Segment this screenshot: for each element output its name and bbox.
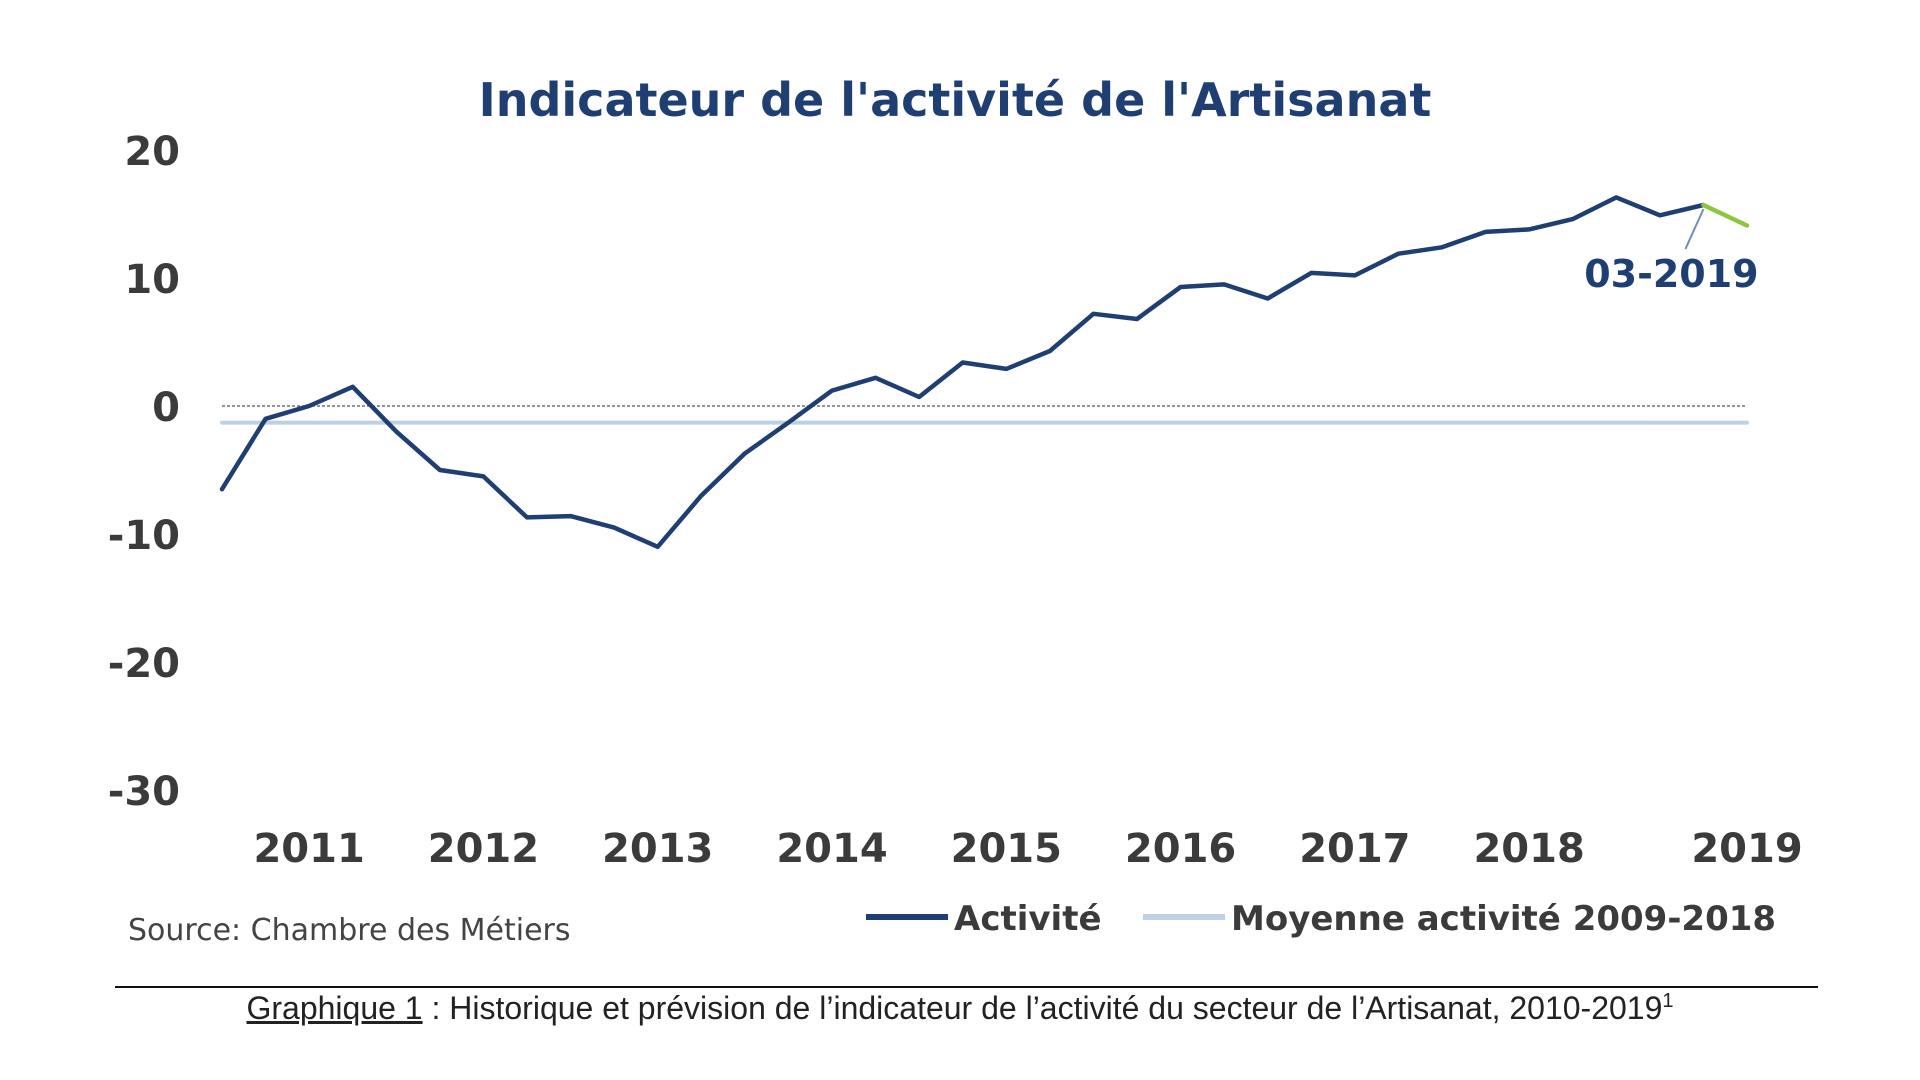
y-tick-label: -30: [108, 769, 180, 815]
annotation-pointer: [1684, 208, 1705, 250]
y-tick-label: 20: [124, 129, 180, 175]
figure-caption: Graphique 1 : Historique et prévision de…: [0, 990, 1920, 1027]
y-tick-label: 0: [152, 385, 180, 431]
annotation-label: 03-2019: [1584, 252, 1758, 296]
y-tick-label: -20: [108, 641, 180, 687]
x-tick-label: 2015: [951, 826, 1062, 872]
source-note: Source: Chambre des Métiers: [128, 913, 571, 948]
annotation: 03-2019: [1584, 208, 1759, 296]
x-tick-label: 2013: [602, 826, 713, 872]
figure-label: Graphique 1: [246, 990, 423, 1026]
x-tick-label: 2017: [1299, 826, 1410, 872]
series-line-activite: [219, 195, 1706, 550]
legend-label-activite: Activité: [954, 899, 1102, 939]
x-tick-label: 2019: [1691, 826, 1802, 872]
series-layer: [219, 195, 1750, 550]
footnote-marker: 1: [1662, 990, 1674, 1012]
x-tick-label: 2018: [1473, 826, 1584, 872]
y-axis-ticks: 20 10 0 -10 -20 -30: [108, 129, 180, 815]
y-tick-label: 10: [124, 257, 180, 303]
legend-label-moyenne: Moyenne activité 2009-2018: [1231, 899, 1776, 939]
chart-title: Indicateur de l'activité de l'Artisanat: [479, 73, 1432, 127]
x-tick-label: 2014: [776, 826, 887, 872]
legend: Activité Moyenne activité 2009-2018: [866, 899, 1776, 939]
series-line-prevision: [1701, 202, 1750, 228]
figure-caption-text: : Historique et prévision de l’indicateu…: [422, 990, 1663, 1026]
x-tick-label: 2012: [428, 826, 539, 872]
x-tick-label: 2016: [1125, 826, 1236, 872]
x-tick-label: 2011: [253, 826, 364, 872]
x-axis-ticks: 2011 2012 2013 2014 2015 2016 2017 2018 2019: [253, 826, 1802, 872]
y-tick-label: -10: [108, 513, 180, 559]
